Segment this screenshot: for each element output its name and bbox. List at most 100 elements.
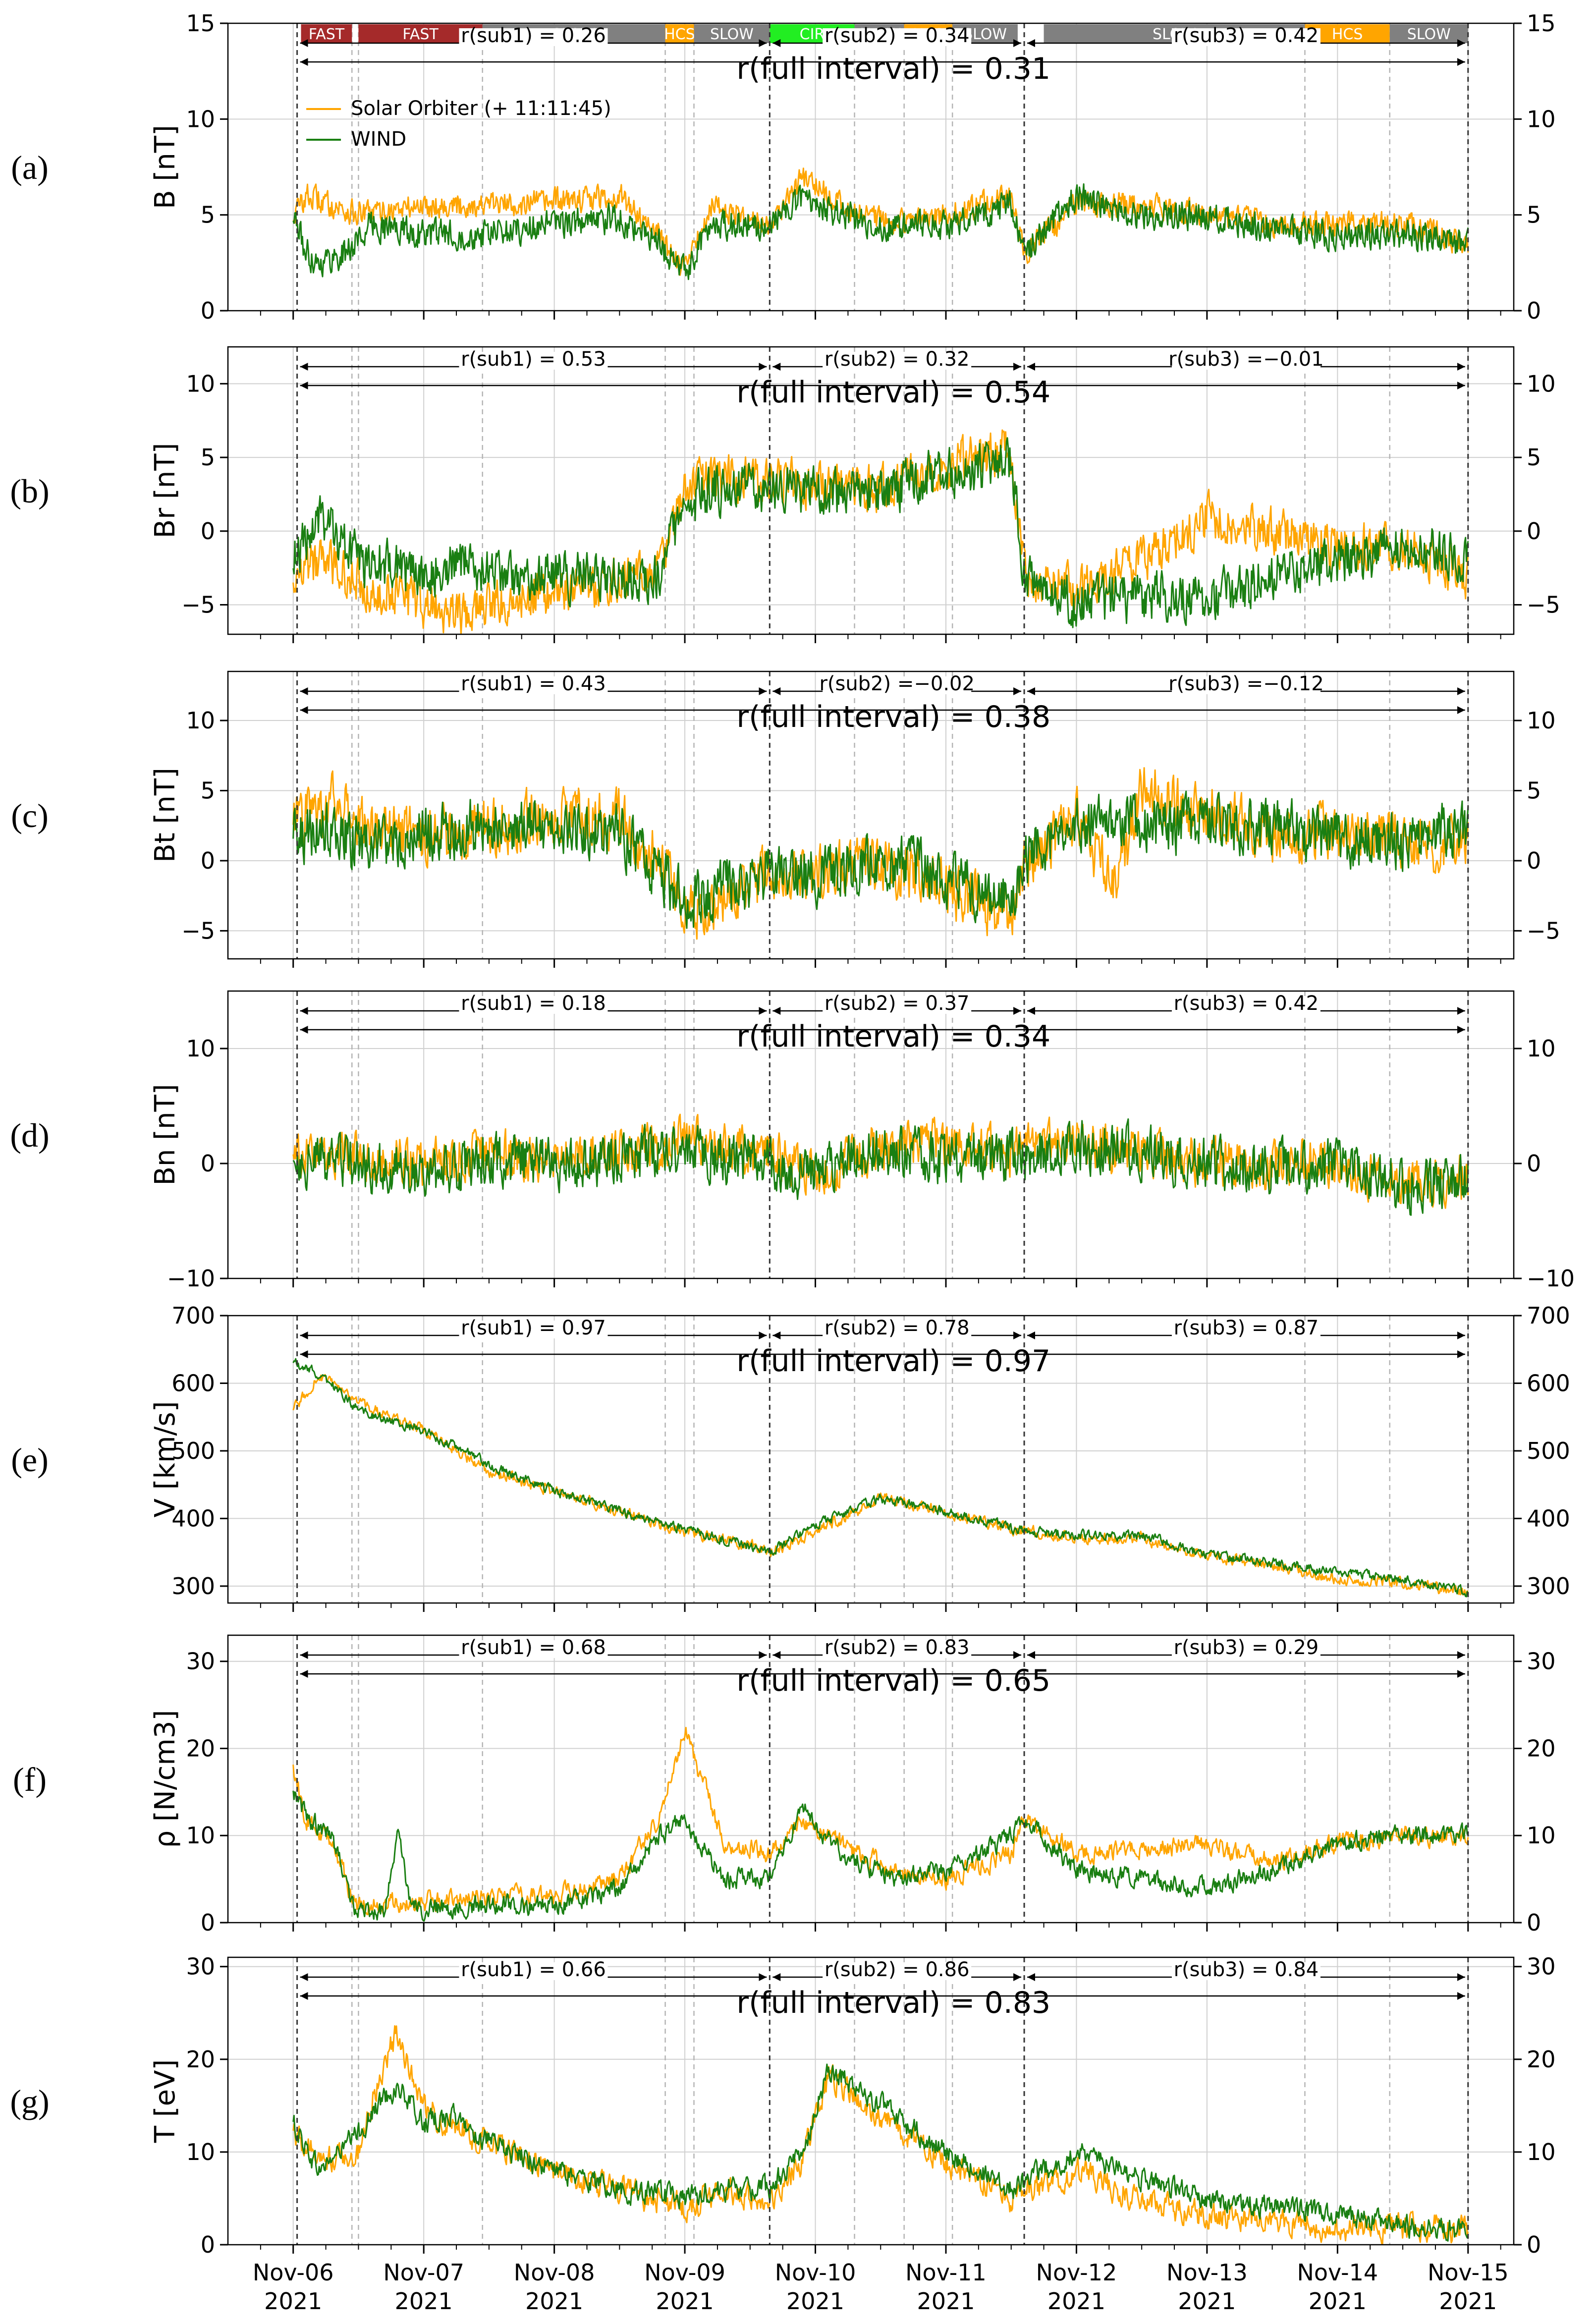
panel-d: r(sub1) = 0.18 r(sub2) = 0.37 r(sub3) = 0.… — [10, 990, 1575, 1292]
series-wind — [292, 437, 1469, 628]
y-axis-label: T [eV] — [149, 2059, 181, 2143]
sub-label-bg — [459, 996, 608, 1014]
sub-label-bg — [459, 352, 608, 370]
y-tick-label-left: 10 — [186, 707, 215, 734]
sub-interval-label: r(sub3) = 0.29 — [1174, 1636, 1319, 1659]
x-tick-label-date: Nov-06 — [253, 2259, 334, 2286]
sub-label-bg — [1171, 996, 1321, 1014]
sub-interval-label: r(sub3) = 0.42 — [1174, 24, 1319, 47]
y-tick-label-right: 10 — [1527, 707, 1556, 734]
y-tick-label-left: 10 — [186, 1035, 215, 1062]
sub-interval-label: r(sub1) = 0.18 — [461, 992, 606, 1015]
y-tick-label-right: −10 — [1527, 1265, 1575, 1292]
sub-label-bg — [459, 676, 608, 694]
series-wind — [292, 790, 1469, 929]
y-tick-label-right: 0 — [1527, 1150, 1541, 1177]
y-tick-label-right: 700 — [1527, 1302, 1570, 1329]
y-tick-label-right: 10 — [1527, 1822, 1556, 1849]
y-tick-label-left: 300 — [171, 1573, 215, 1600]
sub-interval-label: r(sub2) = 0.78 — [825, 1317, 970, 1339]
y-tick-label-left: 0 — [201, 1909, 215, 1936]
sub-interval-label: r(sub2) = 0.32 — [825, 348, 970, 371]
panel-b: r(sub1) = 0.53 r(sub2) = 0.32 r(sub3) =−0.… — [10, 346, 1560, 643]
y-tick-label-left: 20 — [186, 2046, 215, 2073]
sub-interval-label: r(sub2) = 0.83 — [825, 1636, 970, 1659]
region-label: HCS — [1332, 26, 1363, 43]
y-tick-label-left: 0 — [201, 2231, 215, 2258]
y-axis-label: Bn [nT] — [149, 1084, 181, 1185]
panel-g: r(sub1) = 0.66 r(sub2) = 0.86 r(sub3) = 0.… — [10, 1953, 1555, 2258]
y-tick-label-right: −5 — [1527, 592, 1560, 618]
y-tick-label-left: 5 — [201, 202, 215, 228]
y-tick-label-left: 600 — [171, 1370, 215, 1396]
y-tick-label-left: 20 — [186, 1735, 215, 1762]
x-tick-label-date: Nov-13 — [1166, 2259, 1248, 2286]
sub-interval-label: r(sub1) = 0.66 — [461, 1958, 606, 1981]
panel-f: r(sub1) = 0.68 r(sub2) = 0.83 r(sub3) = 0.… — [13, 1634, 1556, 1936]
y-tick-label-right: 0 — [1527, 297, 1541, 324]
y-tick-label-left: 0 — [201, 1150, 215, 1177]
x-tick-label-year: 2021 — [1178, 2288, 1236, 2315]
x-tick-label-year: 2021 — [1309, 2288, 1367, 2315]
y-tick-label-left: 10 — [186, 1822, 215, 1849]
y-tick-label-left: 0 — [201, 518, 215, 545]
plot-frame — [227, 22, 1515, 312]
x-tick-label-year: 2021 — [395, 2288, 453, 2315]
series-solar-orbiter — [292, 2025, 1469, 2245]
y-tick-label-left: 10 — [186, 106, 215, 132]
y-tick-label-right: 400 — [1527, 1505, 1570, 1532]
series-wind — [292, 1790, 1469, 1922]
sub-label-bg — [823, 1321, 972, 1338]
y-tick-label-right: 5 — [1527, 444, 1541, 471]
sub-interval-label: r(sub3) = 0.87 — [1174, 1317, 1319, 1339]
legend-entry: Solar Orbiter (+ 11:11:45) — [351, 97, 611, 120]
y-tick-label-right: 5 — [1527, 777, 1541, 804]
series-solar-orbiter — [292, 1374, 1469, 1596]
y-tick-label-left: 30 — [186, 1648, 215, 1675]
sub-label-bg — [823, 676, 972, 694]
y-tick-label-left: 10 — [186, 2139, 215, 2165]
sub-interval-label: r(sub1) = 0.68 — [461, 1636, 606, 1659]
series-wind — [292, 2063, 1469, 2242]
sub-label-bg — [1171, 1640, 1321, 1658]
region-label: CIR — [800, 26, 825, 43]
series-wind — [292, 1358, 1469, 1598]
sub-label-bg — [459, 1640, 608, 1658]
y-tick-label-left: −10 — [167, 1265, 215, 1292]
y-tick-label-right: 500 — [1527, 1438, 1570, 1464]
y-tick-label-right: 5 — [1527, 202, 1541, 228]
x-tick-label-date: Nov-08 — [514, 2259, 595, 2286]
y-tick-label-right: 600 — [1527, 1370, 1570, 1396]
panel-label: (b) — [10, 472, 49, 510]
sub-label-bg — [1171, 676, 1321, 694]
y-axis-label: B [nT] — [149, 125, 181, 209]
sub-label-bg — [459, 1962, 608, 1980]
sub-interval-label: r(sub2) = 0.86 — [825, 1958, 970, 1981]
y-tick-label-right: 0 — [1527, 847, 1541, 874]
full-interval-label: r(full interval) = 0.34 — [736, 1019, 1050, 1054]
region-label: FAST — [309, 26, 345, 43]
full-interval-label: r(full interval) = 0.54 — [736, 375, 1050, 410]
region-label: HCS — [664, 26, 695, 43]
region-label: SLOW — [1407, 26, 1451, 43]
y-tick-label-right: 30 — [1527, 1648, 1556, 1675]
x-tick-label-date: Nov-11 — [905, 2259, 987, 2286]
sub-interval-label: r(sub1) = 0.97 — [461, 1317, 606, 1339]
x-tick-label-year: 2021 — [917, 2288, 975, 2315]
y-tick-label-left: 400 — [171, 1505, 215, 1532]
legend: Solar Orbiter (+ 11:11:45) WIND — [306, 97, 611, 151]
y-tick-label-right: 20 — [1527, 1735, 1556, 1762]
series-wind — [292, 1118, 1469, 1216]
y-axis-label: Bt [nT] — [149, 768, 181, 863]
x-tick-label-year: 2021 — [525, 2288, 583, 2315]
plot-frame — [227, 1634, 1515, 1924]
sub-interval-label: r(sub3) =−0.12 — [1168, 672, 1324, 695]
panel-c: r(sub1) = 0.43 r(sub2) =−0.02 r(sub3) =−0.… — [11, 670, 1560, 968]
x-axis-labels: Nov-062021Nov-072021Nov-082021Nov-092021… — [253, 2259, 1509, 2315]
y-tick-label-right: 20 — [1527, 2046, 1556, 2073]
sub-label-bg — [823, 1640, 972, 1658]
x-tick-label-date: Nov-07 — [383, 2259, 464, 2286]
y-tick-label-right: 10 — [1527, 2139, 1556, 2165]
series-solar-orbiter — [292, 767, 1469, 940]
full-interval-label: r(full interval) = 0.83 — [736, 1986, 1050, 2020]
